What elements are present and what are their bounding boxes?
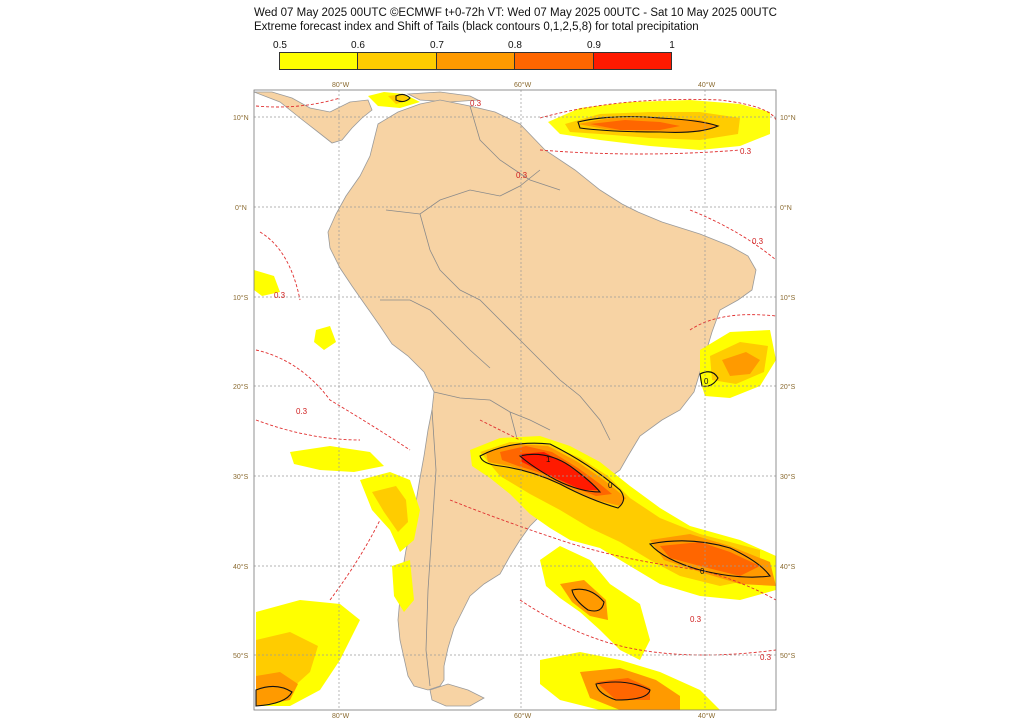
- lat-label: 10°S: [233, 294, 249, 302]
- contour-label: 0.3: [760, 653, 772, 662]
- lat-label: 10°N: [780, 114, 796, 122]
- efi-area: [590, 120, 680, 130]
- colorbar-tick: 0.7: [430, 40, 444, 51]
- lat-label: 20°S: [780, 383, 796, 391]
- efi-area: [660, 542, 760, 576]
- colorbar-tick: 0.8: [508, 40, 522, 51]
- title-line-2: Extreme forecast index and Shift of Tail…: [254, 21, 699, 33]
- graticule: [254, 90, 776, 710]
- colorbar-bin: [436, 53, 516, 69]
- efi-contours-03: [255, 97, 776, 656]
- contour-label: 0.3: [516, 171, 528, 180]
- contour-label: 0.3: [690, 615, 702, 624]
- colorbar-bin: [358, 53, 437, 69]
- colorbar-tick: 0.5: [273, 40, 287, 51]
- efi-area: [290, 446, 384, 472]
- map-frame: [253, 89, 777, 711]
- land-tierra-del-fuego: [429, 683, 485, 707]
- contour-label: 0.3: [470, 99, 482, 108]
- land-central-america: [254, 91, 373, 144]
- sot-label: 0: [700, 567, 705, 576]
- sot-label: 0: [704, 377, 709, 386]
- colorbar-bin: [280, 53, 359, 69]
- lat-label: 0°N: [235, 204, 247, 212]
- lat-label: 0°N: [780, 204, 792, 212]
- country-borders: [380, 105, 611, 687]
- lat-label: 50°S: [233, 652, 249, 660]
- lon-label: 60°W: [514, 81, 532, 89]
- lat-label: 10°S: [780, 294, 796, 302]
- title-line-1: Wed 07 May 2025 00UTC ©ECMWF t+0-72h VT:…: [254, 7, 777, 19]
- efi-area: [372, 486, 408, 532]
- efi-area: [520, 452, 598, 490]
- efi-area: [314, 326, 336, 350]
- lat-label: 20°S: [233, 383, 249, 391]
- lon-label: 80°W: [332, 712, 350, 720]
- sot-labels: 1 0 0 0: [546, 377, 709, 576]
- colorbar: [279, 52, 672, 70]
- colorbar-bin: [515, 53, 594, 69]
- contour-labels: 0.3 0.3 0.3 0.3 0.3 0.3 0.3 0.3: [274, 99, 772, 662]
- lon-label: 60°W: [514, 712, 532, 720]
- contour-label: 0.3: [296, 407, 308, 416]
- lon-label: 40°W: [698, 712, 716, 720]
- lat-label: 40°S: [780, 563, 796, 571]
- colorbar-tick: 0.9: [587, 40, 601, 51]
- land-caribbean: [406, 91, 480, 103]
- lat-label: 10°N: [233, 114, 249, 122]
- lat-label: 50°S: [780, 652, 796, 660]
- efi-area: [596, 678, 650, 700]
- land-south-america: [327, 99, 757, 691]
- axis-labels: 80°W 60°W 40°W 80°W 60°W 40°W 10°N 0°N 1…: [233, 81, 796, 720]
- lon-label: 80°W: [332, 81, 350, 89]
- colorbar-tick: 1: [669, 40, 675, 51]
- contour-label: 0.3: [752, 237, 764, 246]
- contour-label: 0.3: [740, 147, 752, 156]
- colorbar-tick: 0.6: [351, 40, 365, 51]
- contour-label: 0.3: [274, 291, 286, 300]
- sot-label: 0: [608, 481, 613, 490]
- lat-label: 40°S: [233, 563, 249, 571]
- lat-label: 30°S: [233, 473, 249, 481]
- sot-contours: [255, 93, 771, 707]
- lon-label: 40°W: [698, 81, 716, 89]
- lat-label: 30°S: [780, 473, 796, 481]
- colorbar-bin: [593, 53, 672, 69]
- efi-area: [254, 270, 280, 296]
- sot-label: 1: [546, 455, 551, 464]
- efi-area: [392, 560, 414, 612]
- efi-area: [722, 352, 760, 376]
